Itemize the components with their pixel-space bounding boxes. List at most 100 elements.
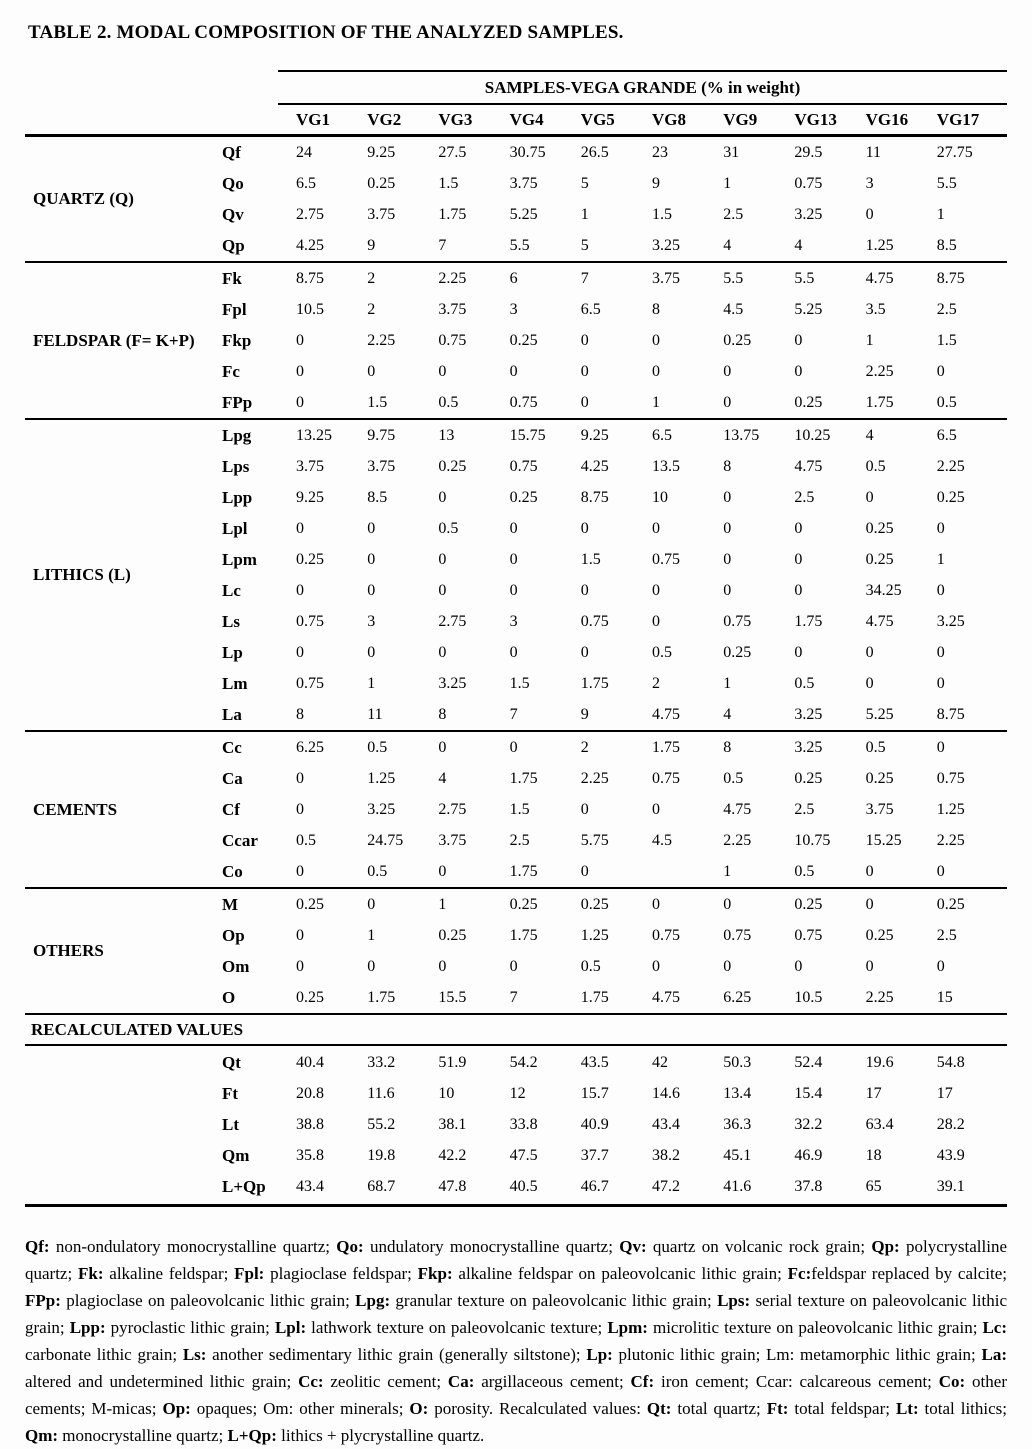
mineral-code: Om [222, 956, 250, 976]
value-cell: 0.5 [438, 519, 459, 537]
value-cell: 13.25 [296, 426, 332, 444]
value-cell: 0.5 [865, 738, 886, 756]
value-cell: 7 [438, 236, 447, 254]
value-cell: 0 [794, 519, 803, 537]
value-cell: 3.75 [509, 174, 538, 192]
value-cell: 42.2 [438, 1146, 467, 1164]
footnote-abbreviation: O: [409, 1399, 429, 1418]
mineral-code: Qv [222, 204, 244, 224]
value-cell: 43.5 [580, 1053, 609, 1071]
value-cell: 4.5 [723, 300, 744, 318]
value-cell: 2.25 [865, 362, 894, 380]
value-cell: 8 [651, 300, 660, 318]
mineral-code: Lt [222, 1114, 239, 1134]
value-cell: 1.75 [367, 988, 396, 1006]
value-cell: 1 [651, 393, 660, 411]
mineral-group: LITHICS (L) Lpg 13.25 9.75 [25, 420, 1007, 732]
value-cell: 4 [723, 705, 732, 723]
value-cell: 54.2 [509, 1053, 538, 1071]
group-rows: Qf 24 9.25 27.5 30.75 [222, 137, 1007, 261]
value-cell: 2.5 [936, 926, 957, 944]
value-cell: 0.75 [509, 457, 538, 475]
value-cell: 2.25 [865, 988, 894, 1006]
value-cell: 10.75 [794, 831, 831, 849]
value-cell: 30.75 [509, 143, 546, 161]
group-name: FELDSPAR (F= K+P) [33, 330, 195, 350]
value-cell: 8.75 [936, 705, 965, 723]
value-cell: 2 [651, 674, 660, 692]
value-cell: 9 [651, 174, 660, 192]
value-cell: 0.25 [438, 457, 467, 475]
value-cell: 0.75 [723, 612, 752, 630]
value-cell: 10.5 [794, 988, 823, 1006]
value-cell: 10.25 [794, 426, 831, 444]
value-cell: 1.5 [509, 674, 530, 692]
value-cell: 52.4 [794, 1053, 823, 1071]
mineral-code: M [222, 894, 239, 914]
value-cell: 0 [438, 581, 447, 599]
value-cell: 3.75 [651, 269, 680, 287]
mineral-code: FPp [222, 392, 253, 412]
value-cell: 0.75 [438, 331, 467, 349]
value-cell: 2.75 [438, 800, 467, 818]
value-cell: 47.2 [651, 1177, 680, 1195]
value-cell: 17 [865, 1084, 882, 1102]
value-cell: 1 [723, 674, 732, 692]
value-cell: 51.9 [438, 1053, 467, 1071]
value-cell: 1 [936, 205, 945, 223]
table-row: Lps 3.75 3.75 0.25 0.75 [222, 451, 1007, 482]
value-cell: 0.75 [509, 393, 538, 411]
column-header: VG16 [865, 109, 909, 129]
value-cell: 0 [296, 362, 304, 380]
value-cell: 0.5 [438, 393, 459, 411]
value-cell: 0 [651, 895, 660, 913]
value-cell: 15.4 [794, 1084, 823, 1102]
value-cell: 13.4 [723, 1084, 752, 1102]
value-cell: 0 [723, 550, 732, 568]
group-rows: Lpg 13.25 9.75 13 15.75 [222, 420, 1007, 730]
value-cell: 3.75 [438, 831, 467, 849]
group-rows: Fk 8.75 2 2.25 6 [222, 263, 1007, 418]
footnote-definition: iron cement; Ccar: calcareous cement; [654, 1372, 939, 1391]
value-cell: 1 [865, 331, 874, 349]
value-cell: 11 [367, 705, 383, 723]
footnote-abbreviation: Qm: [25, 1426, 59, 1445]
value-cell: 2.25 [936, 457, 965, 475]
value-cell: 1 [936, 550, 945, 568]
value-cell: 0 [296, 862, 304, 880]
value-cell: 8.75 [296, 269, 324, 287]
value-cell: 0.25 [723, 643, 752, 661]
value-cell: 43.9 [936, 1146, 965, 1164]
value-cell: 2.5 [794, 488, 815, 506]
value-cell: 0 [367, 550, 376, 568]
value-cell: 0 [794, 550, 803, 568]
value-cell: 6.25 [296, 738, 324, 756]
value-cell: 0.5 [367, 862, 388, 880]
table-row: Co 0 0.5 0 1.75 [222, 856, 1007, 887]
footnote-definition: alkaline feldspar; [103, 1264, 235, 1283]
value-cell: 0 [794, 581, 803, 599]
table-row: Lpg 13.25 9.75 13 15.75 [222, 420, 1007, 451]
value-cell: 4.25 [580, 457, 609, 475]
modal-composition-table: SAMPLES-VEGA GRANDE (% in weight) VG1 VG… [25, 70, 1007, 1207]
value-cell: 15 [936, 988, 953, 1006]
value-cell: 1.75 [580, 674, 609, 692]
value-cell: 0.25 [865, 926, 894, 944]
value-cell: 4.75 [723, 800, 752, 818]
value-cell: 68.7 [367, 1177, 396, 1195]
value-cell: 5.5 [509, 236, 530, 254]
table-row: Lpm 0.25 0 0 0 [222, 544, 1007, 575]
value-cell: 0.5 [296, 831, 316, 849]
recalculated-rows: Qt 40.4 33.2 51.9 54.2 43.5 42 [25, 1046, 1007, 1207]
footnote-abbreviation: Lpp: [69, 1318, 106, 1337]
table-row: Qp 4.25 9 7 5.5 [222, 230, 1007, 261]
mineral-code: Lm [222, 673, 248, 693]
value-cell: 6.5 [936, 426, 957, 444]
group-name: LITHICS (L) [33, 565, 131, 584]
value-cell: 0 [509, 550, 518, 568]
table-row: Lp 0 0 0 0 [222, 637, 1007, 668]
table-row: Lpp 9.25 8.5 0 0.25 [222, 482, 1007, 513]
value-cell: 0 [794, 957, 803, 975]
value-cell: 1 [367, 926, 376, 944]
value-cell: 0 [651, 800, 660, 818]
